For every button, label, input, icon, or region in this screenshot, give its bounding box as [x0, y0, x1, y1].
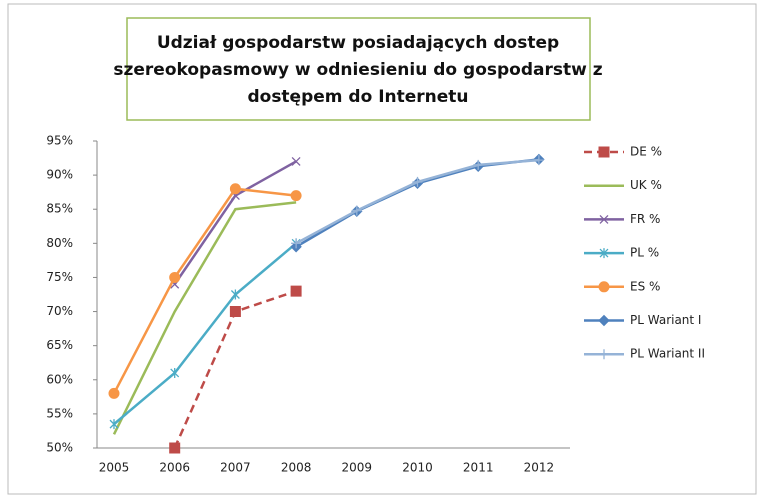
marker [108, 387, 120, 399]
x-tick-label: 2005 [99, 461, 130, 475]
y-tick-label: 50% [46, 441, 73, 455]
marker [109, 419, 119, 430]
y-tick-label: 75% [46, 270, 73, 284]
x-tick-label: 2006 [159, 461, 190, 475]
y-tick-label: 95% [46, 134, 73, 148]
legend-label: DE % [630, 145, 662, 159]
legend-label: PL Wariant I [630, 313, 701, 327]
legend-label: ES % [630, 279, 660, 293]
legend-label: FR % [630, 212, 660, 226]
marker [169, 442, 181, 454]
y-tick-label: 60% [46, 372, 73, 386]
series-line [113, 242, 297, 426]
series-line [112, 187, 297, 395]
title-box [126, 17, 591, 121]
marker [473, 159, 484, 170]
marker [291, 238, 302, 249]
series-line [112, 201, 297, 435]
marker [412, 176, 423, 187]
chart-title: dostępem do Internetu [247, 87, 468, 107]
y-tick-label: 55% [46, 406, 73, 420]
y-tick-label: 80% [46, 236, 73, 250]
legend-label: PL Wariant II [630, 347, 705, 361]
marker [290, 285, 302, 297]
x-tick-label: 2010 [402, 461, 433, 475]
marker [351, 205, 362, 216]
marker [170, 367, 180, 378]
chart-title: Udział gospodarstw posiadających dostep [157, 33, 559, 53]
y-tick-label: 70% [46, 304, 73, 318]
x-tick-label: 2011 [463, 461, 494, 475]
x-tick-label: 2009 [342, 461, 373, 475]
chart-title: szereokopasmowy w odniesieniu do gospoda… [113, 60, 602, 80]
legend-label: UK % [630, 178, 662, 192]
y-tick-label: 85% [46, 202, 73, 216]
marker [169, 272, 181, 283]
x-tick-label: 2008 [281, 461, 312, 475]
marker [229, 183, 241, 195]
legend-marker [598, 281, 610, 293]
legend-marker [598, 314, 610, 327]
x-tick-label: 2012 [524, 461, 555, 475]
legend-marker [599, 248, 609, 259]
legend-marker [599, 214, 609, 224]
y-tick-label: 65% [46, 338, 73, 352]
legend-marker [598, 146, 610, 158]
y-tick-label: 90% [46, 168, 73, 182]
x-tick-label: 2007 [220, 461, 251, 475]
marker [290, 190, 302, 202]
marker [291, 157, 301, 166]
marker [229, 306, 241, 318]
marker [533, 155, 544, 166]
legend-marker [599, 349, 609, 360]
marker [230, 289, 240, 300]
legend-label: PL % [630, 246, 659, 260]
